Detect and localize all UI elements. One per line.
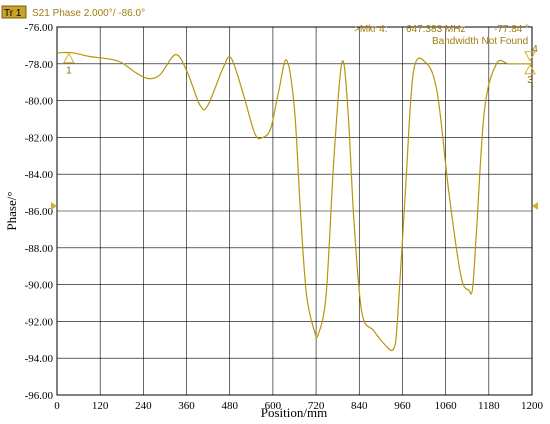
marker-readout-frequency: 647.383 MHz (406, 24, 465, 35)
x-tick-label: 360 (178, 400, 195, 412)
y-tick-label: -82.00 (25, 132, 54, 144)
header-bar (0, 4, 550, 17)
marker-label: 3 (527, 75, 533, 86)
x-tick-label: 1180 (478, 400, 500, 412)
trace-badge[interactable] (1, 5, 27, 19)
x-tick-label: 960 (394, 400, 411, 412)
y-tick-label: -90.00 (25, 280, 54, 292)
x-axis-title: Position/mm (261, 405, 327, 420)
x-tick-label: 720 (308, 400, 325, 412)
phase-trace (56, 51, 532, 352)
y-tick-label: -80.00 (25, 96, 54, 108)
y-tick-label: -84.00 (25, 169, 54, 181)
marker-triangle (524, 63, 536, 75)
x-tick-label: 0 (54, 400, 60, 412)
y-tick-label: -76.00 (25, 22, 54, 34)
marker-label: 4 (532, 44, 538, 55)
marker-readout-value: -77.84 ° (494, 24, 529, 35)
y-tick-label: -78.00 (25, 59, 54, 71)
x-tick-label: 1060 (435, 400, 458, 412)
y-tick-label: -88.00 (25, 243, 54, 255)
x-tick-label: 600 (265, 400, 282, 412)
x-tick-label: 480 (221, 400, 238, 412)
x-tick-label: 840 (351, 400, 368, 412)
grid (57, 27, 532, 395)
marker-triangle (524, 51, 536, 62)
plot-frame (56, 26, 533, 396)
marker-triangle (63, 52, 75, 64)
y-tick-label: -96.00 (25, 390, 54, 402)
y-tick-label: -94.00 (25, 353, 54, 365)
x-axis: 0 120 240 360 480 600 720 840 960 1060 1180 1200 (54, 400, 543, 412)
x-tick-label: 120 (92, 400, 109, 412)
marker-readout-label: >Mkr 4: (354, 24, 388, 35)
trace-label: S21 Phase 2.000°/ -86.0° (32, 8, 145, 19)
marker-label: 1 (66, 66, 72, 77)
x-tick-label: 1200 (521, 400, 544, 412)
x-tick-label: 240 (135, 400, 152, 412)
y-axis-title: Phase/° (4, 191, 19, 230)
marker-readout-status: Bandwidth Not Found (432, 36, 528, 47)
reference-level-right-arrow (532, 202, 538, 210)
reference-level-left-arrow (51, 202, 57, 210)
y-tick-label: -92.00 (25, 316, 54, 328)
trace-badge-label: Tr 1 (4, 8, 22, 19)
markers: 1 3 4 (63, 44, 538, 86)
y-axis: -76.00 -78.00 -80.00 -82.00 -84.00 -86.00 -88.… (25, 22, 54, 402)
y-tick-label: -86.00 (25, 206, 54, 218)
